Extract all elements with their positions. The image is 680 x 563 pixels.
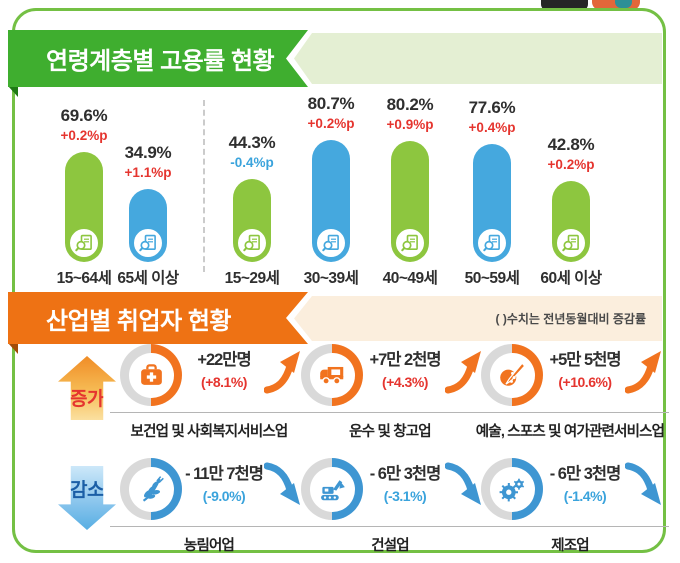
industry-item: +22만명 (+8.1%) 보건업 및 사회복지서비스업 [110,344,308,444]
bar-value-labels: 80.7% +0.2%p [276,94,386,131]
industry-label: 농림어업 [110,526,308,555]
employment-rate-change: +0.2%p [307,115,355,131]
employment-rate-value: 80.7% [307,94,355,113]
mascot-detail-fragment [615,0,632,8]
industry-change-rate: (-9.0%) [202,487,246,504]
industry-label: 예술, 스포츠 및 여가관련서비스업 [471,412,669,441]
wheat-icon [120,458,182,520]
employment-rate-bar [65,152,103,262]
age-group-label: 15~29세 [224,270,280,287]
bar-value-labels: 34.9% +1.1%p [93,143,203,180]
industry-item: - 6만 3천명 (-1.4%) 제조업 [471,458,669,558]
industry-item: +7만 2천명 (+4.3%) 운수 및 창고업 [291,344,489,444]
industry-change: - 11만 7천명 (-9.0%) [178,465,270,505]
industry-item: - 11만 7천명 (-9.0%) 농림어업 [110,458,308,558]
employment-rate-value: 69.6% [60,106,108,125]
arts-icon [481,344,543,406]
section2-ribbon-fold [8,343,18,354]
industry-label: 제조업 [471,526,669,555]
document-search-icon [555,227,587,259]
industry-change-rate: (+4.3%) [382,373,428,390]
document-search-icon [132,227,164,259]
age-group-label: 40~49세 [382,270,438,287]
bar-value-labels: 69.6% +0.2%p [29,106,139,143]
employment-rate-change: -0.4%p [230,154,274,170]
employment-rate-value: 44.3% [228,133,276,152]
industry-change-amount: +22만명 [197,351,251,369]
industry-change-rate: (+8.1%) [201,373,247,390]
employment-rate-change: +0.2%p [60,127,108,143]
trend-down-arrow-icon [444,462,483,508]
excavator-icon [301,458,363,520]
employment-rate-value: 77.6% [468,98,516,117]
industry-change: +7만 2천명 (+4.3%) [359,351,451,391]
industry-change-rate: (-1.4%) [563,487,607,504]
section1-band [294,33,662,84]
employment-rate-change: +0.2%p [547,156,595,172]
document-search-icon [68,227,100,259]
bar-value-labels: 80.2% +0.9%p [355,95,465,132]
industry-label: 보건업 및 사회복지서비스업 [110,412,308,441]
document-search-icon [394,227,426,259]
section2-note: ( )수치는 전년동월대비 증감률 [495,312,646,326]
employment-rate-value: 34.9% [124,143,172,162]
industry-change-amount: - 11만 7천명 [185,465,264,483]
industry-change: - 6만 3천명 (-3.1%) [359,465,451,505]
industry-change-amount: +7만 2천명 [369,351,441,369]
industry-change: +5만 5천명 (+10.6%) [539,351,631,391]
increase-label: 증가 [70,389,104,410]
age-group-label: 15~64세 [56,270,112,287]
mascot-hair-fragment [541,0,588,11]
bar-value-labels: 44.3% -0.4%p [197,133,307,170]
gears-icon [481,458,543,520]
industry-change-rate: (+10.6%) [558,373,612,390]
section1-ribbon: 연령계층별 고용률 현황 [8,30,308,87]
section1-ribbon-fold [8,86,18,97]
age-group-label: 65세 이상 [117,270,179,287]
industry-change-rate: (-3.1%) [383,487,427,504]
document-search-icon [476,227,508,259]
bar-value-labels: 77.6% +0.4%p [437,98,547,135]
industry-item: +5만 5천명 (+10.6%) 예술, 스포츠 및 여가관련서비스업 [471,344,669,444]
industry-label: 운수 및 창고업 [291,412,489,441]
industry-change: +22만명 (+8.1%) [178,351,270,391]
age-group-label: 60세 이상 [540,270,602,287]
employment-rate-bar [129,189,167,262]
trend-down-arrow-icon [624,462,663,508]
industry-change-amount: +5만 5천명 [549,351,621,369]
employment-rate-value: 42.8% [547,135,595,154]
age-group-label: 30~39세 [303,270,359,287]
document-search-icon [315,227,347,259]
employment-rate-change: +0.9%p [386,116,434,132]
age-group-label: 50~59세 [464,270,520,287]
section2-title: 산업별 취업자 현황 [46,307,231,335]
employment-rate-bar [233,179,271,262]
medical-bag-icon [120,344,182,406]
trend-down-arrow-icon [263,462,302,508]
section2-ribbon: 산업별 취업자 현황 [8,292,308,344]
trend-up-arrow-icon [624,348,663,394]
section1-title: 연령계층별 고용률 현황 [46,48,275,75]
industry-label: 건설업 [291,526,489,555]
employment-rate-change: +0.4%p [468,119,516,135]
decrease-label: 감소 [70,480,104,501]
employment-rate-change: +1.1%p [124,164,172,180]
truck-icon [301,344,363,406]
trend-up-arrow-icon [263,348,302,394]
industry-change-amount: - 6만 3천명 [549,465,622,483]
industry-change-amount: - 6만 3천명 [369,465,442,483]
employment-rate-bar [312,140,350,262]
employment-rate-bar [391,141,429,262]
industry-change: - 6만 3천명 (-1.4%) [539,465,631,505]
trend-up-arrow-icon [444,348,483,394]
employment-rate-bar [552,181,590,262]
age-group-divider [203,100,205,272]
industry-item: - 6만 3천명 (-3.1%) 건설업 [291,458,489,558]
employment-rate-value: 80.2% [386,95,434,114]
bar-value-labels: 42.8% +0.2%p [516,135,626,172]
section2-band: ( )수치는 전년동월대비 증감률 [294,296,662,341]
document-search-icon [236,227,268,259]
employment-rate-bar [473,144,511,262]
